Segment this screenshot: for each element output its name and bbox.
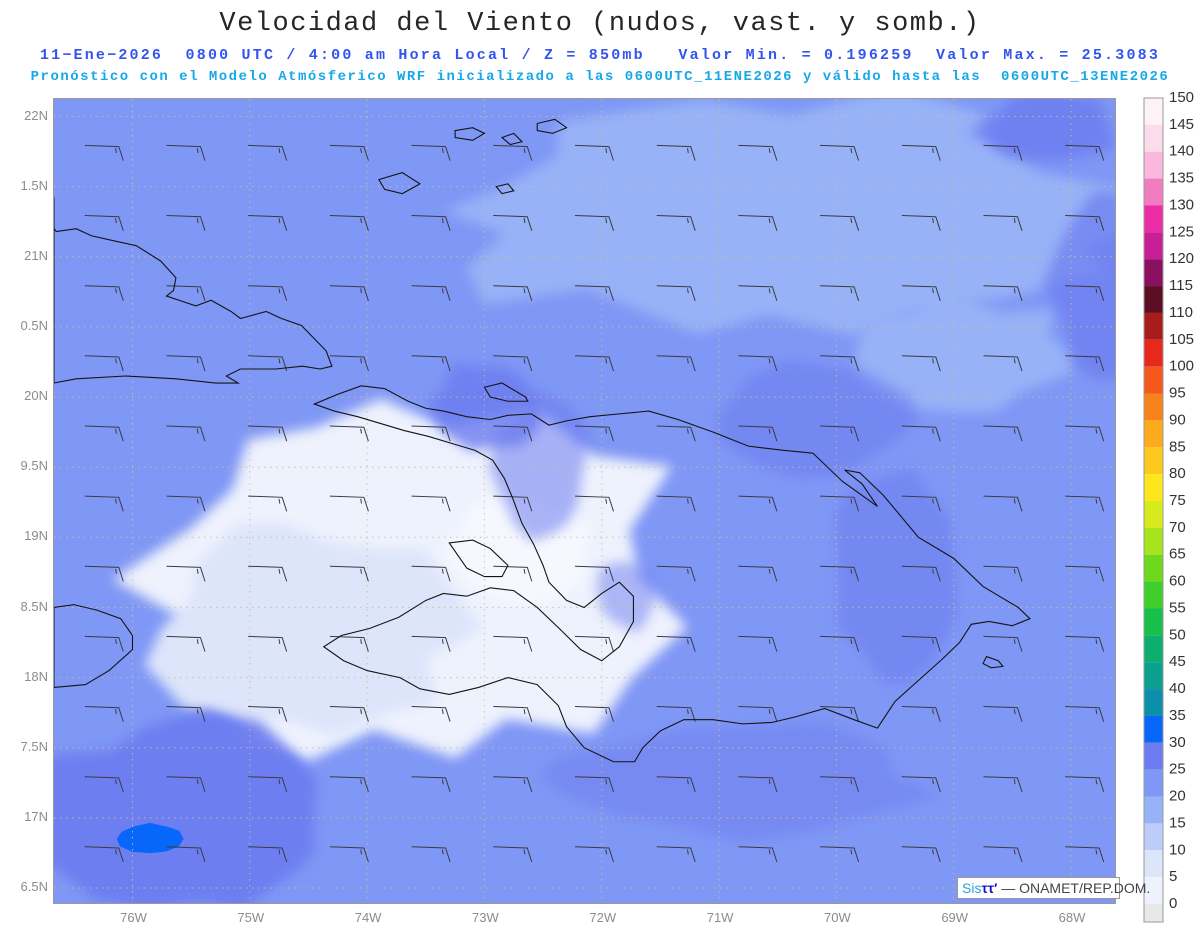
svg-text:55: 55 [1169,599,1186,616]
svg-text:30: 30 [1169,734,1186,751]
svg-text:140: 140 [1169,143,1194,160]
svg-text:35: 35 [1169,707,1186,724]
svg-text:100: 100 [1169,358,1194,375]
svg-text:150: 150 [1169,89,1194,106]
svg-text:125: 125 [1169,223,1194,240]
svg-text:60: 60 [1169,573,1186,590]
svg-text:80: 80 [1169,465,1186,482]
svg-text:15: 15 [1169,814,1186,831]
svg-text:70: 70 [1169,519,1186,536]
svg-text:10: 10 [1169,841,1186,858]
svg-text:5: 5 [1169,868,1177,885]
svg-text:45: 45 [1169,653,1186,670]
svg-text:135: 135 [1169,170,1194,187]
svg-text:110: 110 [1169,304,1193,321]
svg-text:40: 40 [1169,680,1186,697]
svg-text:85: 85 [1169,438,1186,455]
svg-text:0: 0 [1169,895,1177,912]
svg-text:75: 75 [1169,492,1186,509]
svg-text:50: 50 [1169,626,1186,643]
svg-text:95: 95 [1169,385,1186,402]
svg-text:25: 25 [1169,761,1186,778]
svg-text:130: 130 [1169,196,1194,213]
svg-text:20: 20 [1169,788,1186,805]
svg-text:120: 120 [1169,250,1194,267]
svg-text:90: 90 [1169,411,1186,428]
svg-text:65: 65 [1169,546,1186,563]
svg-text:145: 145 [1169,116,1194,133]
svg-text:105: 105 [1169,331,1194,348]
svg-text:115: 115 [1169,277,1193,294]
